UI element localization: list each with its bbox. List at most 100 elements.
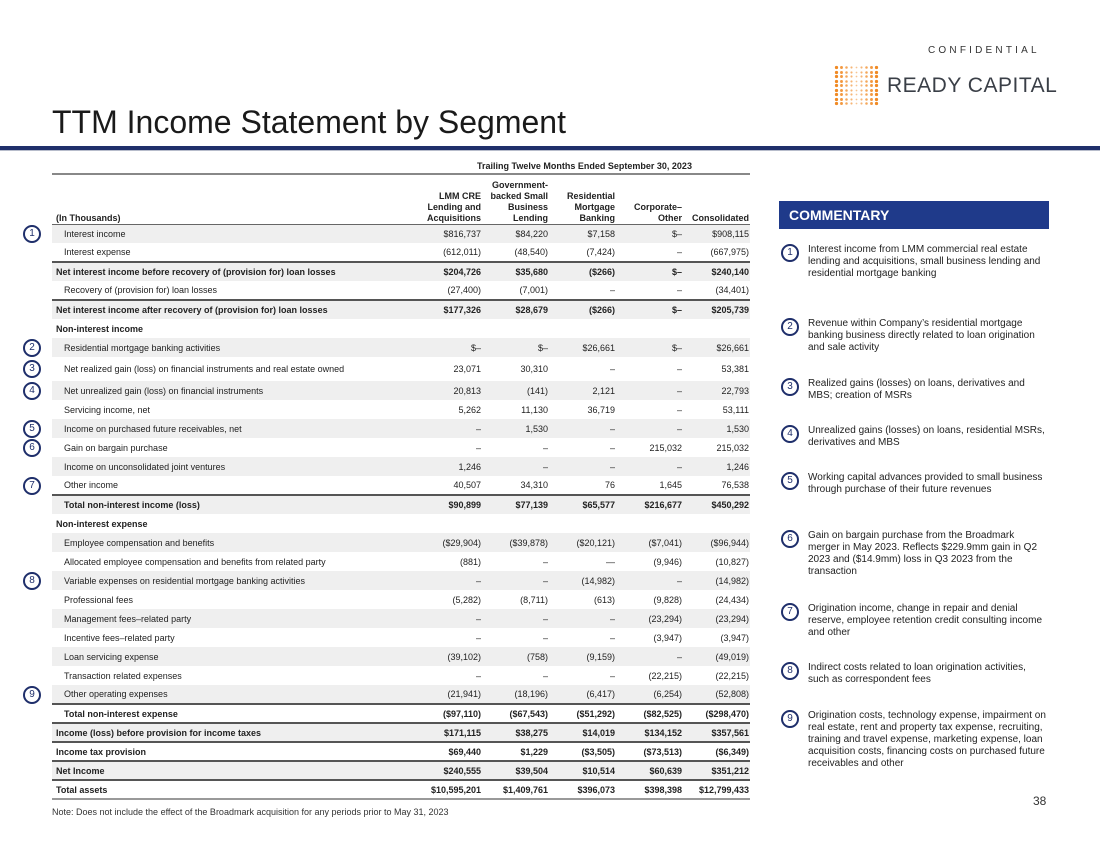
cell-value: –	[475, 670, 481, 681]
cell-value: $60,639	[616, 760, 683, 780]
cell-value: 36,719	[587, 404, 615, 415]
income-statement-table: Trailing Twelve Months Ended September 3…	[52, 158, 750, 800]
row-label: Management fees–related party	[52, 609, 415, 628]
cell-value: –	[616, 647, 683, 666]
number-badge-icon: 7	[781, 603, 799, 621]
table-row: Total assets $10,595,201 $1,409,761 $396,07…	[52, 779, 750, 800]
commentary-text: Indirect costs related to loan originati…	[808, 662, 1026, 685]
table-row: Gain on bargain purchase – – – 215,032 215,03…	[52, 438, 750, 457]
row-label: Net interest income before recovery of (…	[52, 261, 415, 281]
cell-value: 34,310	[520, 480, 548, 490]
cell-value: 215,032	[649, 442, 682, 453]
cell-value: $26,661	[683, 338, 750, 357]
cell-value: –	[475, 632, 481, 643]
cell-value: 215,032	[716, 442, 749, 453]
cell-value: $398,398	[616, 779, 683, 800]
commentary-item: 7 Origination income, change in repair an…	[781, 603, 1046, 639]
row-label: Non-interest expense	[56, 518, 148, 529]
cell-value: 53,381	[721, 364, 749, 374]
commentary-text: Interest income from LMM commercial real…	[808, 244, 1041, 279]
cell-value: (9,828)	[653, 594, 682, 605]
cell-value: $1,229	[482, 741, 549, 761]
table-row: Net interest income after recovery of (p…	[52, 299, 750, 319]
commentary-item: 8 Indirect costs related to loan originat…	[781, 662, 1046, 686]
row-label: Income on purchased future receivables, …	[52, 419, 415, 438]
commentary-text: Unrealized gains (losses) on loans, resi…	[808, 425, 1045, 448]
column-header: Government-backed Small Business Lending	[482, 174, 549, 225]
commentary-text: Revenue within Company’s residential mor…	[808, 318, 1035, 353]
row-number-badge-icon: 3	[23, 360, 41, 378]
commentary-text: Gain on bargain purchase from the Broadm…	[808, 530, 1037, 577]
table-row: Other operating expenses (21,941) (18,196)…	[52, 685, 750, 704]
page-number: 38	[1033, 794, 1047, 808]
cell-value: (612,011)	[443, 247, 481, 257]
cell-value: $216,677	[616, 494, 683, 514]
cell-value: (39,102)	[415, 647, 482, 666]
commentary-text: Working capital advances provided to sma…	[808, 472, 1043, 495]
cell-value: –	[549, 457, 616, 476]
cell-value: ($82,525)	[616, 703, 683, 723]
cell-value: (6,254)	[616, 685, 683, 704]
cell-value: $908,115	[683, 224, 750, 243]
footnote: Note: Does not include the effect of the…	[52, 807, 449, 817]
number-badge-icon: 3	[781, 378, 799, 396]
cell-value: (49,019)	[683, 647, 750, 666]
title-divider	[0, 146, 1100, 150]
commentary-item: 3 Realized gains (losses) on loans, deriv…	[781, 378, 1046, 402]
logo-text: READY CAPITAL	[887, 74, 1058, 97]
page-title: TTM Income Statement by Segment	[52, 104, 566, 140]
cell-value: ($51,292)	[549, 703, 616, 723]
logo-mark-icon	[834, 65, 879, 106]
table-row: Income on purchased future receivables, …	[52, 419, 750, 438]
cell-value: 53,111	[722, 404, 749, 415]
table-row: Allocated employee compensation and bene…	[52, 552, 750, 571]
cell-value: 5,262	[458, 404, 481, 415]
cell-value	[482, 514, 549, 533]
cell-value: –	[542, 670, 548, 681]
cell-value: –	[676, 364, 682, 374]
cell-value: $171,115	[415, 722, 482, 742]
cell-value	[616, 514, 683, 533]
table-row: Non-interest expense	[52, 514, 750, 533]
cell-value: $450,292	[683, 494, 750, 514]
cell-value: 30,310	[520, 364, 548, 374]
row-number-badge-icon: 9	[23, 685, 41, 704]
cell-value: 1,246	[683, 457, 750, 476]
cell-value: –	[482, 571, 549, 590]
row-label: Net Income	[52, 760, 415, 780]
commentary-item: 4 Unrealized gains (losses) on loans, res…	[781, 425, 1046, 449]
cell-value: 2,121	[549, 381, 616, 400]
cell-value: (9,946)	[653, 556, 682, 567]
number-badge-icon: 5	[781, 472, 799, 490]
commentary-text: Origination costs, technology expense, i…	[808, 710, 1046, 769]
cell-value: (34,401)	[715, 285, 749, 295]
cell-value: $39,504	[482, 760, 549, 780]
row-label: Other operating expenses	[52, 685, 415, 704]
commentary-header: COMMENTARY	[779, 201, 1049, 229]
number-badge-icon: 1	[781, 244, 799, 262]
cell-value: –	[676, 285, 682, 295]
cell-value: ($29,904)	[415, 533, 482, 552]
table-row: Professional fees (5,282) (8,711) (613) (9,8…	[52, 590, 750, 609]
cell-value: ($266)	[549, 299, 616, 319]
cell-value: ($3,505)	[549, 741, 616, 761]
cell-value: –	[609, 442, 615, 453]
cell-value: $–	[415, 338, 482, 357]
commentary-item: 6 Gain on bargain purchase from the Broad…	[781, 530, 1046, 578]
cell-value: (9,159)	[549, 647, 616, 666]
cell-value: ($266)	[549, 261, 616, 281]
commentary-text: Origination income, change in repair and…	[808, 603, 1043, 638]
cell-value: –	[609, 285, 615, 295]
cell-value: 22,793	[683, 381, 750, 400]
number-badge-icon: 4	[781, 425, 799, 443]
commentary-item: 1 Interest income from LMM commercial rea…	[781, 244, 1046, 280]
column-header: Corporate–Other	[616, 174, 683, 225]
row-label: Income on unconsolidated joint ventures	[52, 457, 415, 476]
cell-value: –	[609, 632, 615, 643]
cell-value: $38,275	[482, 722, 549, 742]
row-label: Interest expense	[64, 247, 131, 257]
cell-value: $77,139	[482, 494, 549, 514]
cell-value: –	[609, 670, 615, 681]
cell-value: $28,679	[482, 299, 549, 319]
cell-value: $–	[616, 338, 683, 357]
